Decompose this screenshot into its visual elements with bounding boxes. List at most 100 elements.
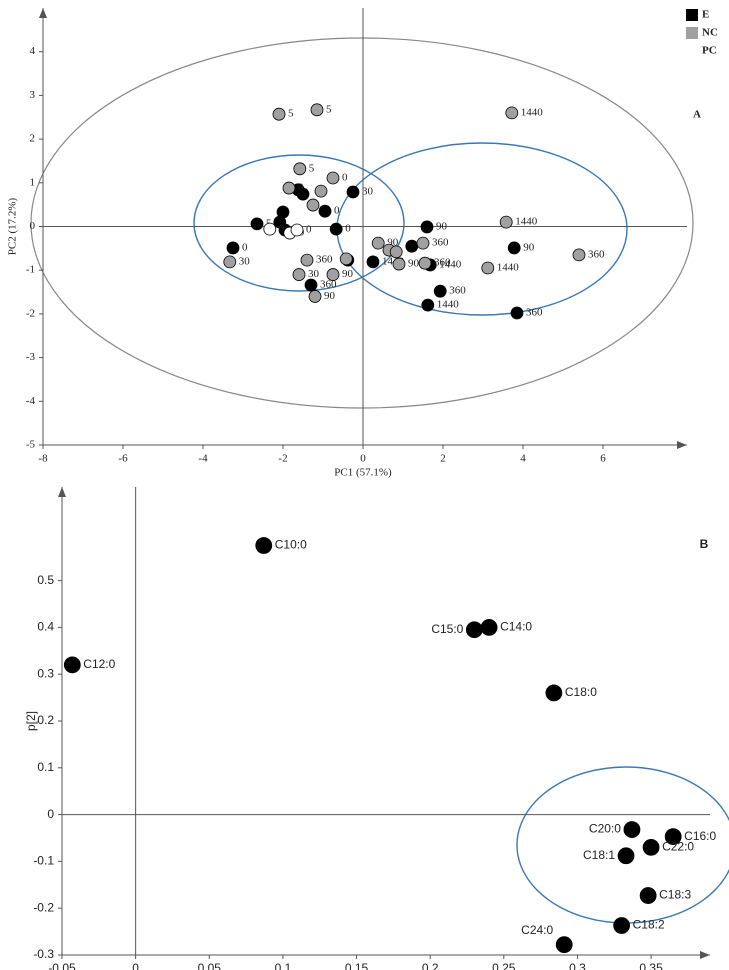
arrow (700, 951, 710, 959)
point-label: C14:0 (500, 620, 532, 634)
point-label: 360 (526, 307, 543, 319)
x-tick-label: -0.05 (48, 961, 76, 970)
panel-label: B (700, 537, 709, 551)
legend-swatch (686, 9, 698, 21)
y-tick-label: -0.2 (33, 900, 54, 914)
point-label: 0 (298, 182, 304, 194)
y-tick-label: 4 (30, 45, 36, 57)
point (310, 103, 324, 117)
point (296, 187, 310, 201)
point-label: 5 (288, 108, 294, 120)
x-tick-label: -8 (38, 453, 48, 465)
x-tick-label: 0.2 (422, 961, 439, 970)
x-tick-label: 2 (440, 453, 446, 465)
y-tick-label: 0 (30, 220, 36, 232)
point-label: 90 (342, 268, 354, 280)
y-tick-label: 0.2 (37, 713, 54, 727)
legend-label: E (702, 9, 709, 21)
point-label: 360 (588, 248, 605, 260)
score-plot: -8 -6 -4 -2 0 2 4 6 -5 -4 -3 -2 -1 0 1 2 3 4 PC1 (57.1%) PC… (7, 8, 718, 479)
y-tick-label: -4 (26, 395, 36, 407)
point (555, 936, 573, 954)
point (292, 268, 306, 281)
point (226, 241, 240, 255)
point (480, 619, 498, 636)
point (389, 245, 403, 259)
point (639, 887, 657, 904)
point (255, 537, 273, 554)
point (499, 215, 513, 229)
point-label: C18:2 (633, 918, 665, 932)
point-label: 0 (345, 223, 351, 235)
point-label: 30 (362, 186, 374, 198)
point (613, 917, 631, 934)
point (346, 185, 360, 199)
y-tick-label: -0.1 (33, 854, 54, 868)
point (308, 290, 322, 303)
point-label: C22:0 (662, 840, 694, 854)
ellipse-right (336, 142, 628, 316)
point-label: 90 (324, 290, 336, 302)
point-label: 5 (309, 162, 315, 174)
point-label: 5 (326, 103, 332, 115)
x-tick-label: 0 (360, 453, 366, 465)
y-tick-label: 0.4 (37, 620, 54, 634)
y-tick-label: 0 (47, 807, 54, 821)
loading-plot: -0.05 0 0.05 0.1 0.15 0.2 0.25 0.3 0.35 -0.3 -0.2 -… (24, 487, 729, 970)
point (326, 171, 340, 185)
legend-label: PC (702, 45, 717, 57)
ellipse-outer (30, 37, 694, 409)
point (300, 253, 314, 267)
point-label: 360 (434, 257, 451, 269)
point-label: C20:0 (589, 822, 621, 836)
point-label: 90 (523, 241, 535, 253)
arrow (39, 8, 47, 18)
arrow (58, 487, 66, 497)
point (63, 656, 81, 674)
point-label: 1440 (515, 216, 538, 228)
x-tick-label: -4 (198, 453, 208, 465)
point-label: 0 (306, 224, 312, 236)
x-tick-label: 0.1 (275, 961, 292, 970)
point (617, 847, 635, 865)
point (416, 236, 430, 250)
legend-swatch (686, 45, 698, 57)
y-axis-label: p[2] (24, 711, 38, 731)
point-label: 1440 (521, 106, 544, 118)
point-label: 0 (334, 205, 340, 217)
point (465, 621, 483, 639)
point-label: 30 (239, 255, 251, 267)
y-tick-label: -0.3 (33, 947, 54, 961)
panel-label: A (693, 109, 701, 121)
point-label: 30 (308, 268, 320, 280)
point-label: C18:0 (565, 685, 597, 699)
point (318, 204, 332, 218)
y-tick-label: -2 (26, 307, 35, 319)
ellipse (516, 766, 729, 924)
point-label: C18:3 (659, 888, 691, 902)
point (392, 257, 406, 271)
point-label: 360 (320, 279, 337, 291)
point-label: 0 (342, 172, 348, 184)
point (664, 828, 682, 845)
point-label: C16:0 (684, 829, 716, 843)
ellipse-left (193, 154, 405, 292)
point (304, 278, 318, 292)
point-label: 0 (242, 241, 248, 253)
point-label: 1440 (439, 258, 462, 270)
point (272, 107, 286, 121)
point (339, 252, 353, 266)
point-label: C12:0 (83, 657, 115, 671)
point (642, 838, 660, 856)
y-tick-label: -3 (26, 351, 36, 363)
point (545, 684, 563, 702)
x-tick-label: 0 (132, 961, 139, 970)
point-label: C24:0 (521, 923, 553, 937)
point (572, 248, 586, 262)
point (505, 106, 519, 120)
legend-label: NC (702, 27, 718, 39)
x-axis-label: PC1 (57.1%) (334, 467, 392, 479)
point (420, 220, 434, 234)
x-tick-label: 0.25 (492, 961, 516, 970)
